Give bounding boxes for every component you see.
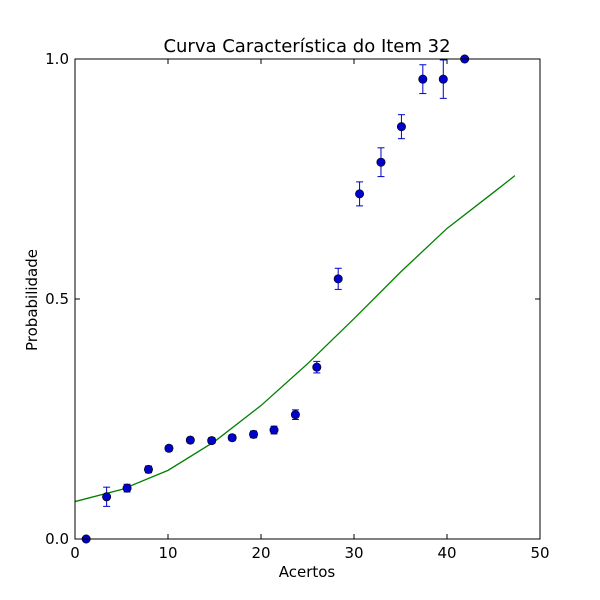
data-point-group (269, 425, 279, 435)
data-point (269, 425, 279, 435)
data-point-group (355, 181, 365, 207)
data-point (396, 122, 406, 132)
x-axis-label: Acertos (279, 563, 336, 581)
chart-title: Curva Característica do Item 32 (163, 36, 450, 57)
data-point-group (333, 267, 343, 290)
data-point-group (376, 147, 386, 178)
data-point (207, 436, 217, 446)
y-tick-label: 0.0 (45, 530, 69, 548)
y-tick-label: 0.5 (45, 290, 69, 308)
data-point (227, 433, 237, 443)
data-point-group (227, 433, 237, 443)
x-tick-label: 10 (158, 544, 177, 562)
y-tick-label: 1.0 (45, 50, 69, 68)
y-axis-label: Probabilidade (23, 249, 41, 351)
x-tick-label: 20 (251, 544, 270, 562)
data-point (418, 74, 428, 84)
data-point (333, 274, 343, 284)
data-point-group (122, 483, 132, 493)
data-point (143, 464, 153, 474)
x-tick-label: 40 (437, 544, 456, 562)
plot-area (74, 54, 516, 544)
data-point (185, 435, 195, 445)
data-point (122, 483, 132, 493)
data-point-group (418, 64, 428, 95)
x-tick-label: 0 (70, 544, 80, 562)
model-curve-line (74, 175, 516, 503)
data-point (290, 410, 300, 420)
data-point (249, 429, 259, 439)
data-point (164, 443, 174, 453)
data-point (355, 189, 365, 199)
data-point (312, 362, 322, 372)
data-point-group (438, 59, 448, 99)
data-point-group (185, 435, 195, 445)
data-point (376, 157, 386, 167)
data-point (102, 492, 112, 502)
data-point-group (207, 436, 217, 446)
data-point-group (312, 360, 322, 374)
x-tick-label: 30 (344, 544, 363, 562)
data-point-group (396, 114, 406, 140)
data-point-group (290, 409, 300, 420)
data-point-group (249, 429, 259, 439)
data-point-group (143, 464, 153, 474)
data-point-group (102, 486, 112, 507)
x-tick-label: 50 (530, 544, 549, 562)
data-point (438, 74, 448, 84)
axes: 0 10 20 30 40 50 0.0 0.5 1.0 (45, 50, 549, 562)
data-point-group (164, 443, 174, 453)
